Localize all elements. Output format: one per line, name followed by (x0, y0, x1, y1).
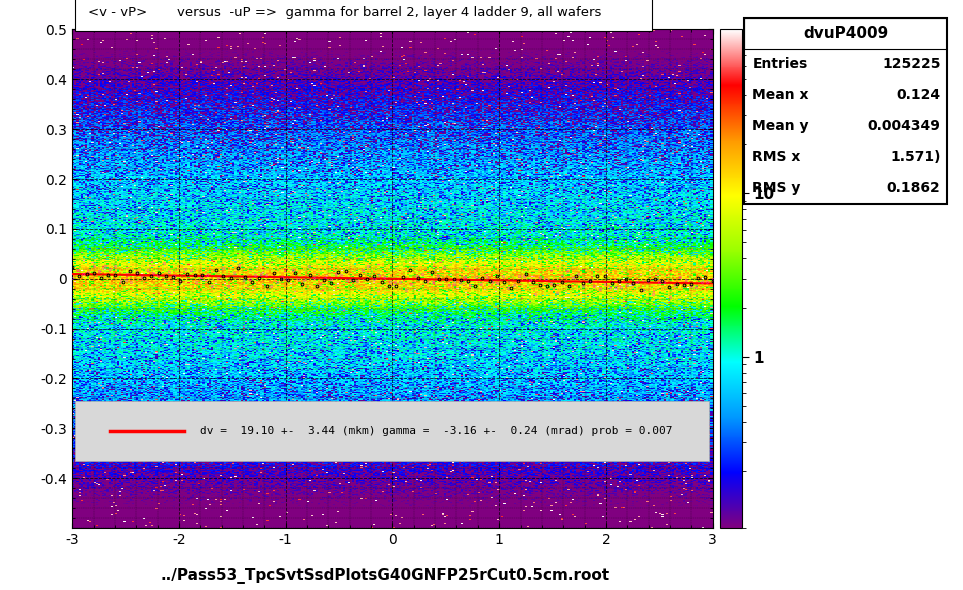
Bar (75, 401, 710, 461)
Text: dv =  19.10 +-  3.44 (mkm) gamma =  -3.16 +-  0.24 (mrad) prob = 0.007: dv = 19.10 +- 3.44 (mkm) gamma = -3.16 +… (200, 426, 673, 436)
Text: <v - vP>       versus  -uP =>  gamma for barrel 2, layer 4 ladder 9, all wafers: <v - vP> versus -uP => gamma for barrel … (89, 6, 602, 19)
Text: 1.571): 1.571) (890, 150, 941, 164)
Text: Mean x: Mean x (752, 88, 809, 102)
Text: 0.124: 0.124 (897, 88, 941, 102)
Text: RMS x: RMS x (752, 150, 801, 164)
Text: 125225: 125225 (882, 57, 941, 71)
Text: Mean y: Mean y (752, 119, 809, 133)
Bar (75, 0, 652, 31)
Bar (744, 18, 947, 49)
Text: Entries: Entries (752, 57, 808, 71)
Text: ../Pass53_TpcSvtSsdPlotsG40GNFP25rCut0.5cm.root: ../Pass53_TpcSvtSsdPlotsG40GNFP25rCut0.5… (161, 568, 610, 584)
Text: dvuP4009: dvuP4009 (803, 26, 888, 41)
Text: RMS y: RMS y (752, 181, 801, 195)
Text: 0.004349: 0.004349 (868, 119, 941, 133)
Text: 0.1862: 0.1862 (887, 181, 941, 195)
